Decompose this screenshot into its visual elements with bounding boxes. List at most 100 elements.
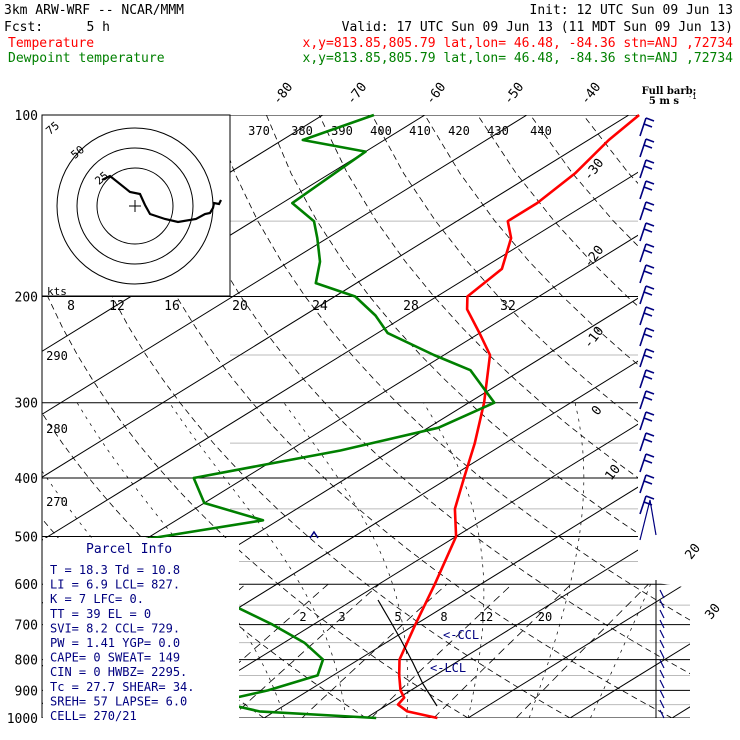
barb-shaft [639,453,647,473]
pressure-tick-label: 600 [15,578,38,593]
wind-barb [639,474,655,494]
profiles: <-CCL <-LCL [144,113,640,720]
barb-flag [645,348,655,353]
moist-adiabat-line [169,402,346,718]
parcel-info-row: CIN = 0 HWBZ= 2295. [50,665,187,679]
barb-flag [643,123,653,128]
pressure-tick-label: 500 [15,530,38,545]
mixing-ratio-line [370,583,513,718]
dry-adiabat-line [371,115,690,718]
barb-flag [643,312,653,317]
pressure-tick-label: 400 [15,472,38,487]
low-level-barb [659,679,665,689]
barb-flag [645,138,655,143]
dry-adiabat-line [582,115,690,718]
barb-flag [645,201,655,206]
barb-shaft [639,411,647,431]
isotherm-line [263,115,690,718]
low-level-barb [659,609,665,619]
isotherm-line [671,115,690,718]
barb-shaft [639,264,647,284]
pressure-tick-label: 900 [15,684,38,699]
barb-shaft [639,495,647,515]
barb-flag [645,222,655,227]
barb-flag [643,417,653,422]
barb-flag [645,327,655,332]
barb-shaft [639,138,647,158]
dry-adiabat-line [160,115,690,718]
temperature-profile-line [396,113,640,720]
barb-flag [643,291,653,296]
theta-tick-label: 280 [46,422,68,436]
parcel-info-row: K = 7 LFC= 0. [50,592,144,606]
theta-tick-label: 380 [291,124,313,138]
isotherm-tick-label: 20 [683,541,704,563]
mixing-ratio-lower-label: 20 [538,610,552,624]
mixing-ratio-tick-label: 12 [109,299,125,314]
wind-barb [639,222,655,242]
dry-adiabat-line [213,115,690,718]
legend-dewpoint-info: x,y=813.85,805.79 lat,lon= 46.48, -84.36… [303,51,734,66]
hodograph-ring [96,167,174,245]
barb-shaft [639,243,647,263]
theta-tick-label: 270 [46,495,68,509]
model-title: 3km ARW-WRF -- NCAR/MMM [4,3,184,18]
barb-shaft [639,348,647,368]
barb-shaft [639,369,647,389]
forecast-label: Fcst: [4,20,43,35]
barb-flag [645,264,655,269]
mixing-ratio-line [515,583,649,718]
parcel-info-row: TT = 39 EL = 0 [50,607,151,621]
parcel-info-title: Parcel Info [86,542,172,557]
barb-flag [643,165,653,170]
moist-adiabat-line [528,402,585,718]
parcel-info-background [43,538,239,720]
parcel-info-row: LI = 6.9 LCL= 827. [50,578,180,592]
barb-flag [643,186,653,191]
barb-flag [643,375,653,380]
wind-barb [639,327,655,347]
isotherm-tick-label: 0 [589,403,606,418]
barb-flag [643,333,653,338]
barb-shaft [639,159,647,179]
barb-flag [645,159,655,164]
barb-legend: Full barb: 5 m s -1 [642,86,697,107]
low-level-barb [659,619,665,629]
ccl-annotation: <-CCL [443,628,479,642]
theta-tick-label: 440 [530,124,552,138]
moist-adiabat-line [283,402,409,718]
isotherm-tick-label: -40 [578,80,604,108]
forecast-hours: 5 h [87,20,110,35]
wind-barb [639,285,655,305]
barb-shaft [639,285,647,305]
parcel-info-row: SREH= 57 LAPSE= 6.0 [50,694,187,708]
pressure-tick-label: 100 [15,109,38,124]
mixing-ratio-lower-label: 5 [394,610,401,624]
barb-flag [643,438,653,443]
mixing-ratio-line [301,583,448,718]
theta-tick-label: 400 [370,124,392,138]
barb-flag [645,285,655,290]
theta-tick-label: 370 [248,124,270,138]
isotherm-tick-label: -20 [581,243,607,271]
low-level-barb [659,629,665,639]
mixing-ratio-tick-label: 24 [312,299,328,314]
dry-adiabat-line [477,115,690,718]
low-level-barb [659,659,665,669]
barb-flag [645,180,655,185]
isotherm-line [42,115,426,718]
low-level-barb [659,599,665,609]
theta-tick-label: 290 [46,349,68,363]
dewpoint-profile-line [144,113,496,720]
low-level-barb [659,709,665,719]
barb-shaft [639,474,647,494]
wind-barbs [639,117,665,719]
dry-adiabat-line [635,115,690,718]
dry-adiabat-line [318,115,690,718]
barb-flag [643,228,653,233]
isotherm-tick-label: -70 [344,80,370,108]
moist-adiabat-line [76,402,285,718]
isotherm-tick-label: -80 [270,80,296,108]
dry-adiabat-line [107,115,673,718]
